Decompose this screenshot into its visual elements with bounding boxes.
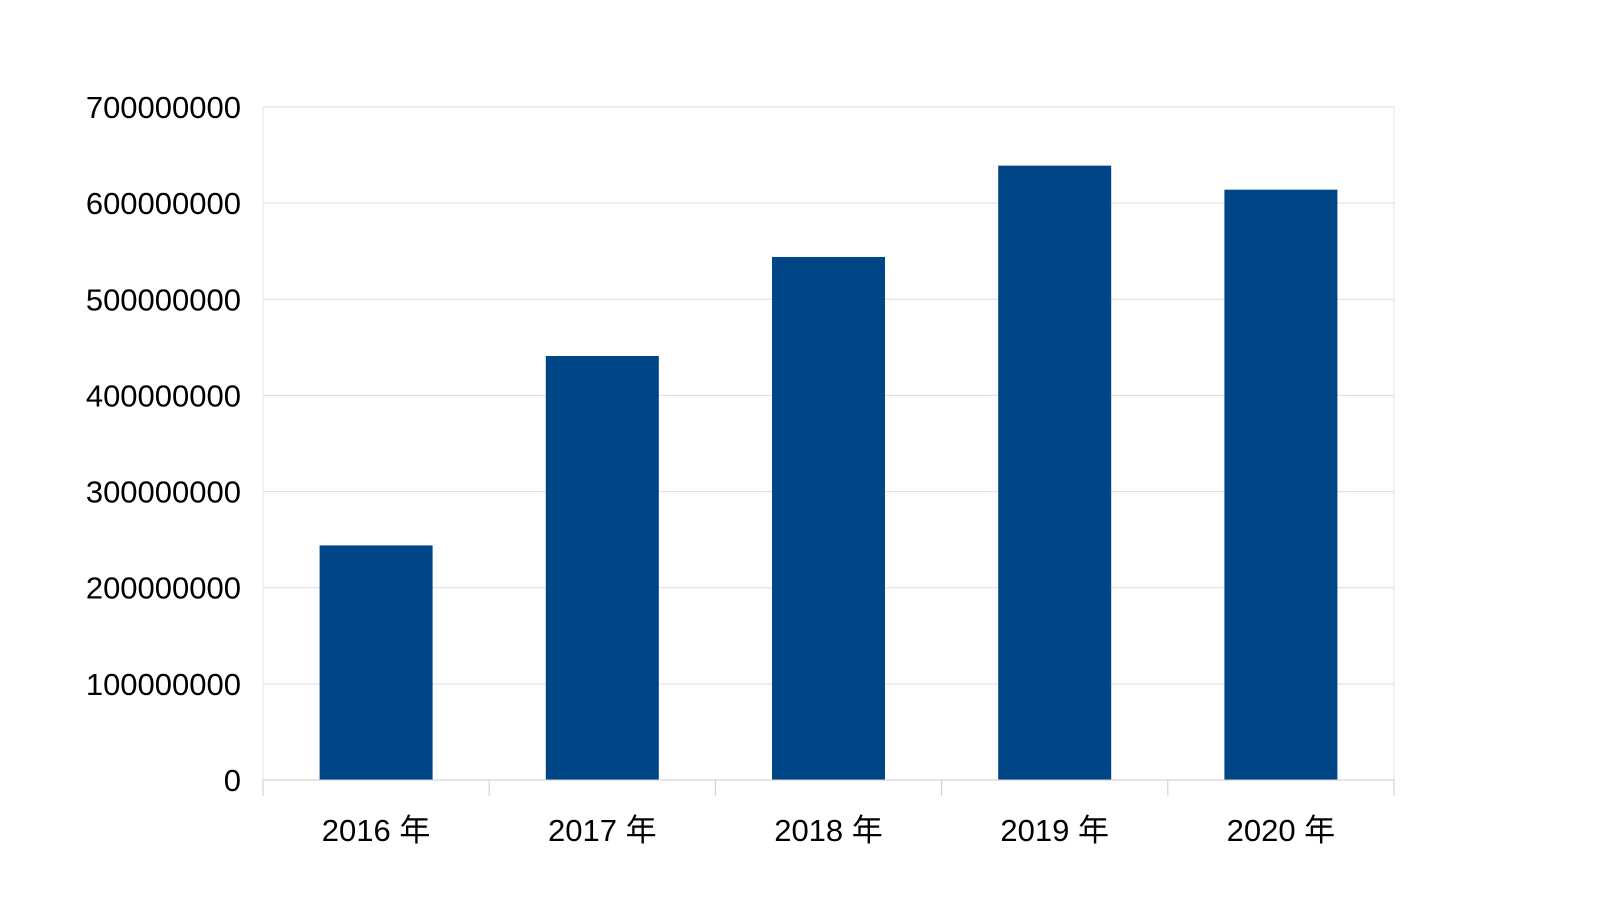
y-axis-tick-labels: 0 100000000 200000000 300000000 400000000 500… [86, 90, 241, 798]
y-tick-label: 400000000 [86, 378, 241, 413]
x-tick-label: 2018 年 [774, 813, 883, 848]
y-tick-label: 0 [224, 763, 241, 798]
y-tick-label: 100000000 [86, 667, 241, 702]
x-tick-label: 2020 年 [1227, 813, 1336, 848]
y-tick-label: 600000000 [86, 186, 241, 221]
bar [998, 165, 1112, 780]
y-tick-label: 700000000 [86, 90, 241, 125]
bars [319, 165, 1338, 780]
bar [545, 356, 659, 780]
axes [262, 779, 1395, 796]
bar [772, 256, 885, 780]
y-tick-label: 500000000 [86, 282, 241, 317]
x-tick-label: 2019 年 [1000, 813, 1109, 848]
y-tick-label: 200000000 [86, 571, 241, 606]
x-tick-label: 2017 年 [548, 813, 657, 848]
bar [319, 545, 433, 780]
bar [1224, 189, 1338, 780]
y-tick-label: 300000000 [86, 475, 241, 510]
x-axis-tick-labels: 2016 年 2017 年 2018 年 2019 年 2020 年 [322, 813, 1335, 848]
x-tick-label: 2016 年 [322, 813, 431, 848]
